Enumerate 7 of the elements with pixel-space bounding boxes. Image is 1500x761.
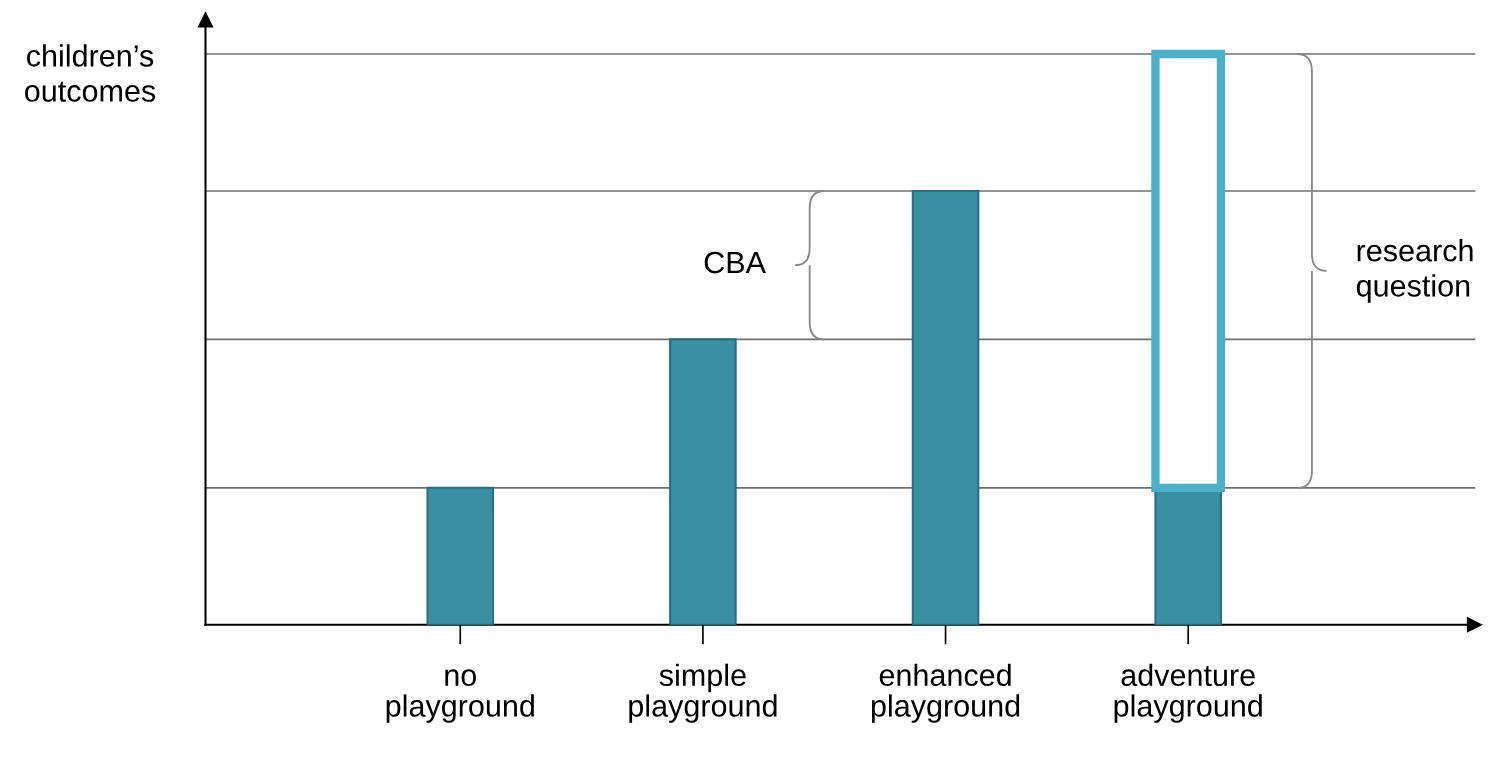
x-tick-label: simple playground	[629, 663, 777, 723]
annotation: research question	[1356, 239, 1473, 303]
x-tick-label: enhanced playground	[871, 663, 1020, 723]
x-tick-label: adventure playground	[1114, 663, 1262, 723]
annotation: CBA	[704, 251, 766, 274]
x-tick-label: no playground	[386, 669, 534, 723]
y-axis-title: children’s outcomes	[25, 44, 156, 102]
